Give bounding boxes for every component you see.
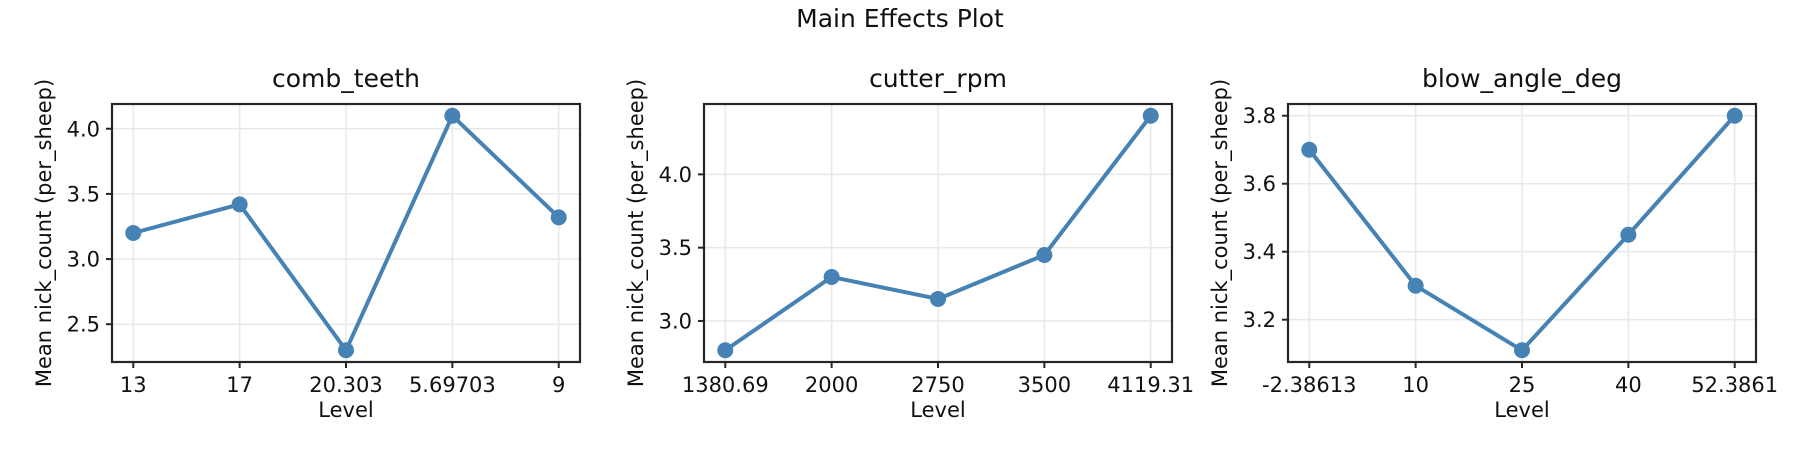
- x-tick-label: 2000: [805, 373, 858, 397]
- x-tick-label: 10: [1402, 373, 1429, 397]
- data-point: [1514, 342, 1530, 359]
- subplot-comb-teeth: comb_teeth Mean nick_count (per_sheep) 1…: [32, 56, 592, 450]
- x-axis-label: Level: [1494, 398, 1550, 422]
- x-tick-label: 4119.31: [1107, 373, 1194, 397]
- data-point: [823, 268, 840, 285]
- x-tick-label: 2750: [911, 373, 964, 397]
- y-tick-label: 2.5: [67, 313, 100, 337]
- x-axis-label: Level: [910, 398, 966, 422]
- x-tick-label: 3500: [1018, 373, 1071, 397]
- x-tick-label: 17: [226, 373, 253, 397]
- y-tick-label: 3.5: [659, 236, 692, 260]
- data-point: [550, 209, 567, 226]
- y-tick-label: 3.4: [1243, 240, 1276, 264]
- x-tick-label: 13: [120, 373, 147, 397]
- data-point: [1407, 277, 1424, 294]
- data-point: [231, 196, 248, 213]
- data-point: [1036, 246, 1053, 263]
- y-tick-label: 3.6: [1243, 172, 1276, 196]
- subplot-cutter-rpm: cutter_rpm Mean nick_count (per_sheep) 1…: [624, 56, 1194, 450]
- x-tick-label: 20.303: [309, 373, 382, 397]
- data-point: [930, 290, 946, 307]
- y-tick-label: 4.0: [67, 117, 100, 141]
- x-tick-label: 1380.69: [682, 373, 769, 397]
- data-point: [1142, 107, 1159, 124]
- y-tick-label: 4.0: [659, 163, 692, 187]
- x-tick-label: 25: [1509, 373, 1536, 397]
- data-point: [1301, 141, 1318, 158]
- plot-area: 13 17 20.303 5.69703 9 2.5 3.0 3.5 4.0: [67, 102, 582, 397]
- x-tick-label: 5.69703: [409, 373, 496, 397]
- data-point: [717, 342, 734, 359]
- data-point: [444, 107, 461, 124]
- data-point: [125, 225, 142, 241]
- y-tick-label: 3.8: [1243, 104, 1276, 128]
- data-point: [338, 342, 354, 359]
- x-tick-label: 9: [552, 373, 565, 397]
- y-tick-label: 3.0: [659, 309, 692, 333]
- data-point: [1726, 107, 1743, 124]
- plot-area: 1380.69 2000 2750 3500 4119.31 3.0 3.5 4.0: [659, 102, 1194, 397]
- x-axis-label: Level: [318, 398, 374, 422]
- data-point: [1620, 226, 1637, 243]
- plot-area: -2.38613 10 25 40 52.3861 3.2 3.4 3.6 3.8: [1243, 102, 1778, 397]
- x-tick-label: -2.38613: [1262, 373, 1356, 397]
- figure-title: Main Effects Plot: [796, 4, 1004, 33]
- subplot-title: cutter_rpm: [869, 64, 1007, 93]
- subplot-title: comb_teeth: [272, 64, 420, 93]
- x-tick-label: 52.3861: [1691, 373, 1778, 397]
- subplot-title: blow_angle_deg: [1421, 64, 1623, 93]
- y-tick-label: 3.0: [67, 248, 100, 272]
- y-tick-label: 3.2: [1243, 308, 1276, 332]
- y-tick-label: 3.5: [67, 182, 100, 206]
- subplot-blow-angle-deg: blow_angle_deg Mean nick_count (per_shee…: [1208, 56, 1778, 450]
- x-tick-label: 40: [1615, 373, 1642, 397]
